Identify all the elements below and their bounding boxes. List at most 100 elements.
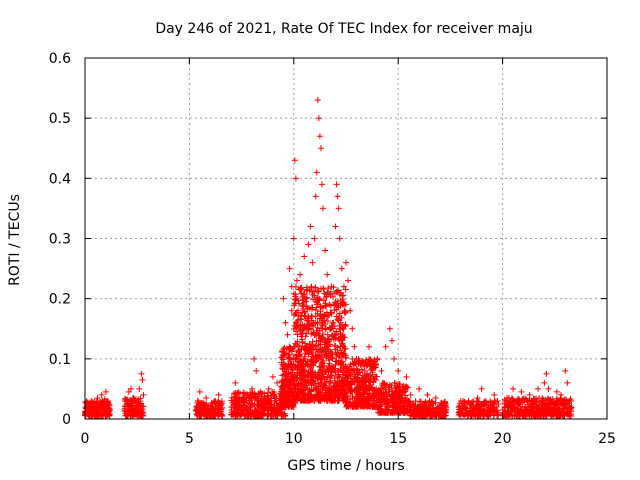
data-point xyxy=(347,361,354,368)
data-point xyxy=(325,368,332,375)
data-point xyxy=(564,379,571,386)
data-point xyxy=(284,391,291,398)
data-point xyxy=(299,302,306,309)
data-point xyxy=(461,399,468,406)
data-point xyxy=(311,292,318,299)
data-point xyxy=(386,325,393,332)
data-point xyxy=(367,393,374,400)
data-point xyxy=(353,367,360,374)
data-point xyxy=(518,388,525,395)
data-point xyxy=(407,391,414,398)
data-point xyxy=(437,412,444,419)
data-point xyxy=(292,371,299,378)
data-point xyxy=(560,411,567,418)
data-point xyxy=(541,379,548,386)
data-point xyxy=(311,235,318,242)
data-point xyxy=(232,390,239,397)
data-point xyxy=(288,362,295,369)
data-point xyxy=(519,411,526,418)
data-point xyxy=(200,399,207,406)
data-point xyxy=(324,389,331,396)
data-point xyxy=(347,375,354,382)
data-point xyxy=(209,403,216,410)
data-point xyxy=(314,375,321,382)
data-point xyxy=(385,399,392,406)
data-point xyxy=(403,383,410,390)
data-point xyxy=(125,388,132,395)
data-point xyxy=(82,405,89,412)
x-tick-label: 25 xyxy=(598,431,616,447)
data-point xyxy=(254,405,261,412)
data-point xyxy=(277,409,284,416)
data-point xyxy=(491,408,498,415)
data-point xyxy=(331,365,338,372)
data-point xyxy=(230,398,237,405)
data-point xyxy=(85,409,92,416)
data-point xyxy=(370,402,377,409)
data-point xyxy=(324,331,331,338)
data-point xyxy=(286,343,293,350)
data-point xyxy=(317,312,324,319)
data-point xyxy=(278,390,285,397)
data-point xyxy=(208,400,215,407)
data-point xyxy=(470,403,477,410)
data-point xyxy=(212,398,219,405)
data-point xyxy=(305,321,312,328)
data-point xyxy=(337,330,344,337)
data-point xyxy=(378,367,385,374)
data-point xyxy=(542,402,549,409)
data-point xyxy=(328,333,335,340)
data-point xyxy=(319,325,326,332)
data-point xyxy=(379,380,386,387)
data-point xyxy=(194,397,201,404)
data-point xyxy=(374,388,381,395)
data-point xyxy=(291,157,298,164)
data-point xyxy=(504,397,511,404)
data-point xyxy=(269,373,276,380)
data-point xyxy=(132,408,139,415)
data-point xyxy=(386,388,393,395)
data-point xyxy=(358,366,365,373)
data-point xyxy=(327,396,334,403)
data-point xyxy=(332,361,339,368)
data-point xyxy=(297,271,304,278)
data-point xyxy=(530,397,537,404)
data-point xyxy=(236,397,243,404)
data-point xyxy=(462,406,469,413)
data-point xyxy=(332,334,339,341)
data-point xyxy=(362,375,369,382)
data-point xyxy=(553,388,560,395)
data-point xyxy=(322,247,329,254)
data-point xyxy=(331,377,338,384)
data-point xyxy=(319,334,326,341)
data-point xyxy=(390,391,397,398)
data-point xyxy=(333,306,340,313)
data-point xyxy=(338,360,345,367)
data-point xyxy=(352,360,359,367)
data-point xyxy=(303,323,310,330)
data-point xyxy=(98,391,105,398)
data-point xyxy=(245,408,252,415)
data-point xyxy=(365,343,372,350)
data-point xyxy=(297,312,304,319)
data-point xyxy=(328,349,335,356)
data-point xyxy=(294,375,301,382)
data-point xyxy=(297,322,304,329)
data-point xyxy=(309,360,316,367)
data-point xyxy=(264,392,271,399)
data-point xyxy=(385,386,392,393)
data-point xyxy=(88,397,95,404)
data-point xyxy=(361,367,368,374)
data-point xyxy=(381,392,388,399)
data-point xyxy=(362,378,369,385)
data-point xyxy=(491,391,498,398)
data-point xyxy=(133,405,140,412)
data-point xyxy=(354,370,361,377)
data-point xyxy=(470,410,477,417)
data-point xyxy=(293,351,300,358)
data-point xyxy=(334,386,341,393)
data-point xyxy=(333,181,340,188)
data-point xyxy=(430,407,437,414)
data-point xyxy=(538,409,545,416)
data-point xyxy=(240,406,247,413)
